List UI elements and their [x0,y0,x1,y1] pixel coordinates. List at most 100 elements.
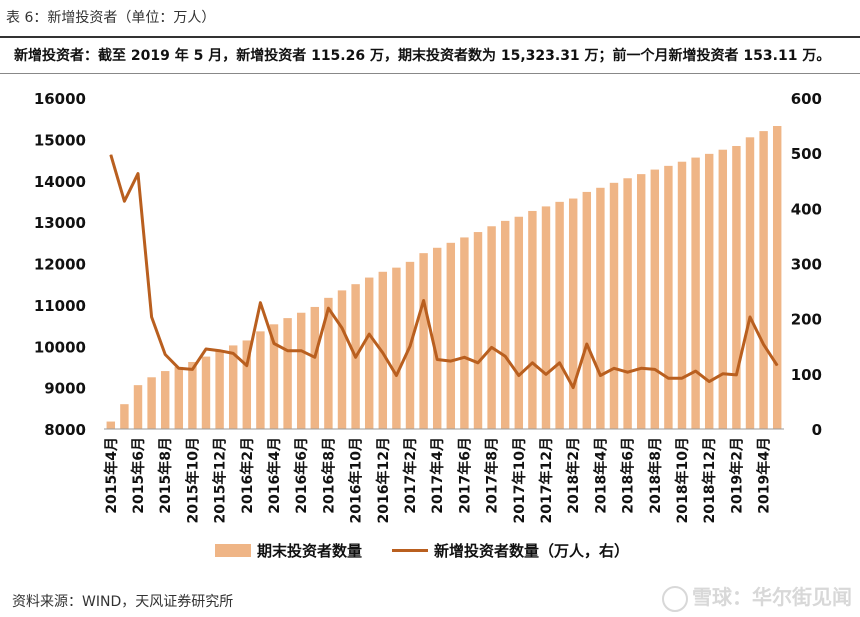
bar-total-investors [636,174,646,429]
right-axis-tick-label: 600 [791,90,822,108]
x-axis-tick-label: 2015年8月 [157,437,174,514]
bar-total-investors [283,318,292,429]
point-new-investors [763,344,765,346]
point-new-investors [355,356,357,358]
snowball-logo-icon [662,585,688,612]
right-axis-tick-label: 500 [791,145,822,163]
point-new-investors [123,200,125,202]
bar-total-investors [228,345,238,429]
left-axis-tick-label: 9000 [44,380,86,398]
point-new-investors [667,377,669,379]
bar-total-investors [609,182,619,429]
bar-total-investors [188,361,197,429]
bar-total-investors [310,306,320,429]
bar-total-investors [732,145,741,429]
left-axis-tick-label: 10000 [34,338,86,356]
x-axis-tick-label: 2016年8月 [320,437,337,514]
bar-total-investors [215,350,224,429]
left-axis-tick-label: 12000 [34,256,86,274]
point-new-investors [423,299,425,301]
point-new-investors [586,343,588,345]
point-new-investors [722,373,724,375]
bar-total-investors [664,165,673,429]
bar-total-investors [596,187,605,429]
x-axis-tick-label: 2016年2月 [239,437,256,514]
point-new-investors [205,348,207,350]
investor-chart: 8000 9000 10000 11000 12000 13000 14000 15000 16… [34,90,822,523]
x-axis-tick-label: 2017年2月 [402,437,419,514]
bar-total-investors [160,371,170,429]
x-axis-tick-label: 2019年2月 [728,437,745,514]
point-new-investors [572,387,574,389]
chart-subtitle: 新增投资者：截至 2019 年 5 月，新增投资者 115.26 万，期末投资者… [14,48,831,64]
bar-total-investors [718,149,728,429]
bar-total-investors [623,178,632,429]
table-title: 表 6：新增投资者（单位：万人） [6,10,216,26]
point-new-investors [436,358,438,360]
x-axis-tick-label: 2017年4月 [429,437,446,514]
bar-total-investors [555,201,564,429]
x-axis-tick-label: 2016年12月 [375,437,392,523]
bar-total-investors [337,290,347,429]
x-axis-tick-label: 2018年2月 [565,437,582,514]
bar-total-investors [473,232,483,429]
point-new-investors [545,373,547,375]
x-axis-tick-label: 2018年10月 [674,437,691,523]
x-axis-tick-label: 2018年8月 [647,437,664,514]
x-axis-tick-label: 2015年6月 [130,437,147,514]
point-new-investors [314,356,316,358]
point-new-investors [559,362,561,364]
right-axis-tick-label: 200 [791,311,822,329]
legend-line-swatch [392,549,429,552]
source-note: 资料来源：WIND，天风证券研究所 [12,594,234,610]
point-new-investors [368,333,370,335]
point-new-investors [463,356,465,358]
point-new-investors [450,360,452,362]
bar-total-investors [147,377,156,429]
point-new-investors [776,364,778,366]
bar-total-investors [296,312,306,429]
point-new-investors [613,367,615,369]
bar-total-investors [174,366,184,429]
point-new-investors [151,316,153,318]
bar-total-investors [500,220,510,429]
x-axis-tick-label: 2016年10月 [348,437,365,523]
bar-total-investors [364,277,374,429]
x-axis-tick-label: 2017年12月 [538,437,555,523]
point-new-investors [327,307,329,309]
point-new-investors [681,377,683,379]
x-axis-tick-label: 2015年4月 [103,437,120,514]
point-new-investors [178,367,180,369]
point-new-investors [491,346,493,348]
x-axis-tick-label: 2016年4月 [266,437,283,514]
point-new-investors [695,370,697,372]
x-axis-tick-label: 2019年4月 [756,437,773,514]
bar-total-investors [487,226,496,429]
line-new-investors [109,154,779,390]
title-divider [0,36,860,38]
point-new-investors [599,374,601,376]
point-new-investors [137,173,139,175]
bar-total-investors [256,331,265,429]
point-new-investors [300,350,302,352]
watermark-text: 雪球：华尔街见闻 [692,585,852,609]
bar-total-investors [446,242,456,429]
bar-total-investors [106,421,116,429]
point-new-investors [110,154,112,156]
bar-total-investors [582,191,592,429]
left-axis-tick-label: 8000 [44,421,86,439]
point-new-investors [504,355,506,357]
right-axis-tick-label: 300 [791,256,822,274]
bar-total-investors [392,267,401,429]
legend-bar-swatch [215,544,251,557]
point-new-investors [640,367,642,369]
left-axis-tick-label: 16000 [34,90,86,108]
x-axis-tick-label: 2018年4月 [592,437,609,514]
point-new-investors [232,352,234,354]
point-new-investors [518,374,520,376]
bar-total-investors [691,157,700,429]
point-new-investors [219,350,221,352]
bar-total-investors [772,125,782,429]
bar-total-investors [324,297,333,429]
right-axis-tick-label: 100 [791,366,822,384]
